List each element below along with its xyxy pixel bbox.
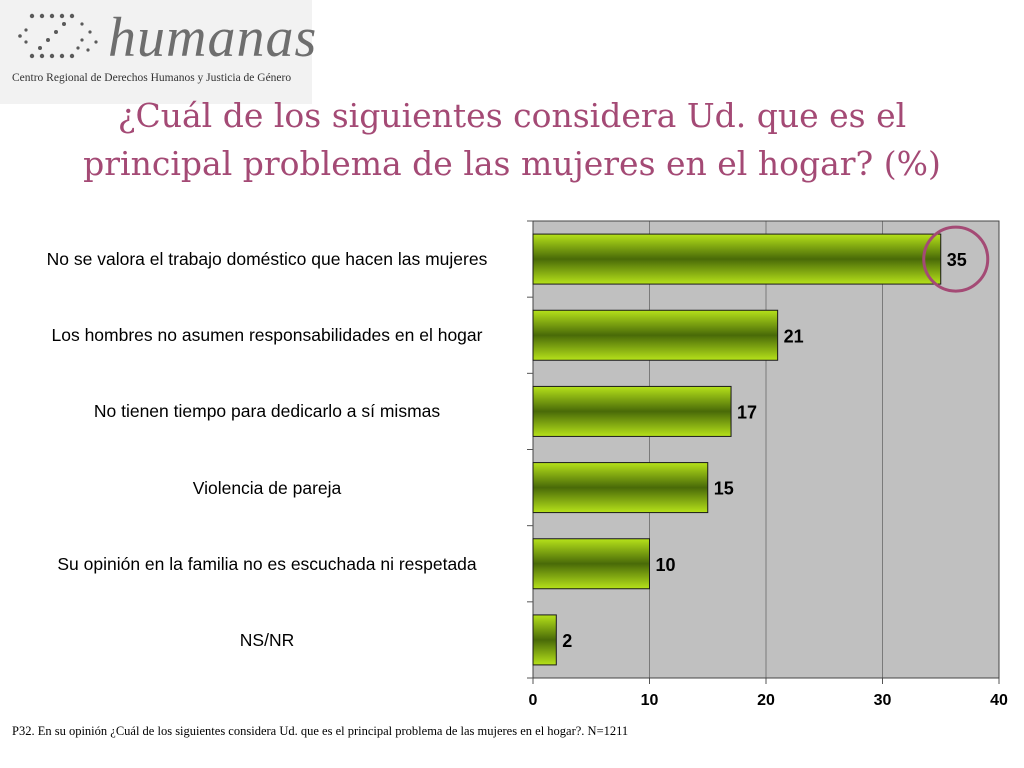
bar [532,385,732,437]
x-tick-label: 30 [874,692,892,709]
bar [532,233,942,285]
bar [532,309,779,361]
data-label: 21 [784,326,804,346]
x-tick-label: 0 [529,692,538,709]
chart-title-line-1: ¿Cuál de los siguientes considera Ud. qu… [117,96,907,135]
bar [532,462,709,514]
category-label: No se valora el trabajo doméstico que ha… [46,249,488,270]
x-tick-label: 40 [990,692,1008,709]
category-label: Su opinión en la familia no es escuchada… [57,553,477,574]
category-label: Violencia de pareja [192,477,342,498]
data-label: 17 [737,402,757,422]
x-tick-label: 20 [757,692,775,709]
data-label: 15 [714,479,734,499]
bar [532,538,650,590]
data-label: 2 [562,631,572,651]
chart-title: ¿Cuál de los siguientes considera Ud. qu… [0,92,1024,188]
x-tick-label: 10 [641,692,659,709]
category-label: NS/NR [239,629,295,650]
logo-dots-icon [18,13,98,59]
logo-subtitle: Centro Regional de Derechos Humanos y Ju… [12,72,292,84]
footnote: P32. En su opinión ¿Cuál de los siguient… [12,724,629,738]
category-label: No tienen tiempo para dedicarlo a sí mis… [93,401,441,422]
logo: humanas Centro Regional de Derechos Huma… [0,0,316,104]
bar [532,614,557,666]
category-label: Los hombres no asumen responsabilidades … [51,325,483,346]
data-label: 10 [656,555,676,575]
chart-title-line-2: principal problema de las mujeres en el … [83,144,941,183]
data-label: 35 [947,250,967,270]
logo-wordmark: humanas [108,7,318,69]
highlight-circle [922,225,990,293]
